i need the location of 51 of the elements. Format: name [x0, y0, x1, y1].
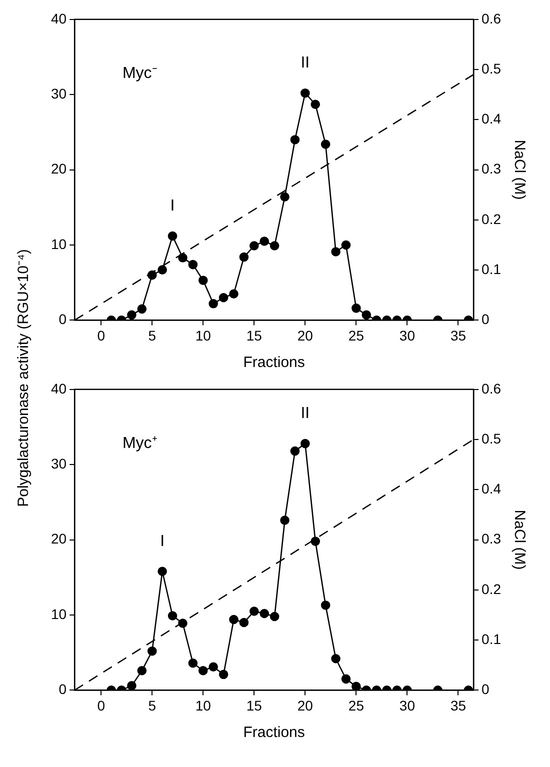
y-axis-title: Polygalacturonase activity (RGU×10⁻⁴) — [14, 249, 32, 507]
x-tick-label: 10 — [195, 697, 212, 714]
y-tick-label: 0 — [58, 311, 67, 328]
y2-tick-label: 0.1 — [482, 260, 502, 277]
x-tick-label: 35 — [450, 327, 466, 344]
x-tick-label: 20 — [297, 697, 314, 714]
x-tick-label: 15 — [246, 327, 262, 344]
x-tick-label: 30 — [399, 327, 416, 344]
annotation: II — [300, 404, 310, 422]
x-tick-label: 5 — [148, 697, 156, 714]
y2-tick-label: 0.6 — [482, 10, 502, 26]
x-axis-title: Fractions — [243, 354, 305, 372]
x-tick-label: 20 — [297, 327, 314, 344]
x-tick-label: 35 — [450, 697, 466, 714]
y2-tick-label: 0.2 — [482, 580, 502, 597]
x-tick-label: 25 — [348, 697, 364, 714]
x-tick-label: 10 — [195, 327, 212, 344]
y2-tick-label: 0.1 — [482, 630, 502, 647]
y-tick-label: 40 — [50, 10, 67, 26]
annotation: Myc⁻ — [122, 64, 157, 82]
y-tick-label: 20 — [50, 160, 67, 177]
y2-tick-label: 0.2 — [482, 210, 502, 227]
x-tick-label: 30 — [399, 697, 416, 714]
y-tick-label: 10 — [50, 236, 67, 252]
y2-axis-title: NaCl (M) — [510, 140, 528, 200]
y2-tick-label: 0 — [482, 681, 490, 698]
annotation: II — [300, 54, 310, 72]
x-tick-label: 25 — [348, 327, 364, 344]
y2-tick-label: 0.4 — [482, 110, 502, 127]
y2-tick-label: 0.5 — [482, 60, 502, 76]
annotation: I — [170, 197, 175, 214]
x-tick-label: 5 — [148, 327, 156, 344]
y-tick-label: 30 — [50, 85, 67, 102]
y2-tick-label: 0.6 — [482, 380, 502, 396]
y-tick-label: 30 — [50, 455, 67, 472]
y2-tick-label: 0.5 — [482, 430, 502, 446]
x-tick-label: 0 — [97, 697, 106, 714]
y-tick-label: 40 — [50, 380, 67, 396]
y2-tick-label: 0.3 — [482, 160, 502, 177]
x-axis-title: Fractions — [243, 724, 305, 742]
y-tick-label: 0 — [58, 681, 67, 698]
x-tick-label: 15 — [246, 697, 262, 714]
x-tick-label: 0 — [97, 327, 106, 344]
y-tick-label: 20 — [50, 530, 67, 547]
y2-axis-title: NaCl (M) — [510, 510, 528, 570]
annotation: Myc⁺ — [122, 434, 157, 452]
annotation: I — [160, 532, 165, 550]
y2-tick-label: 0.3 — [482, 530, 502, 547]
y-tick-label: 10 — [50, 606, 67, 622]
y2-tick-label: 0 — [482, 311, 490, 328]
y2-tick-label: 0.4 — [482, 480, 502, 497]
